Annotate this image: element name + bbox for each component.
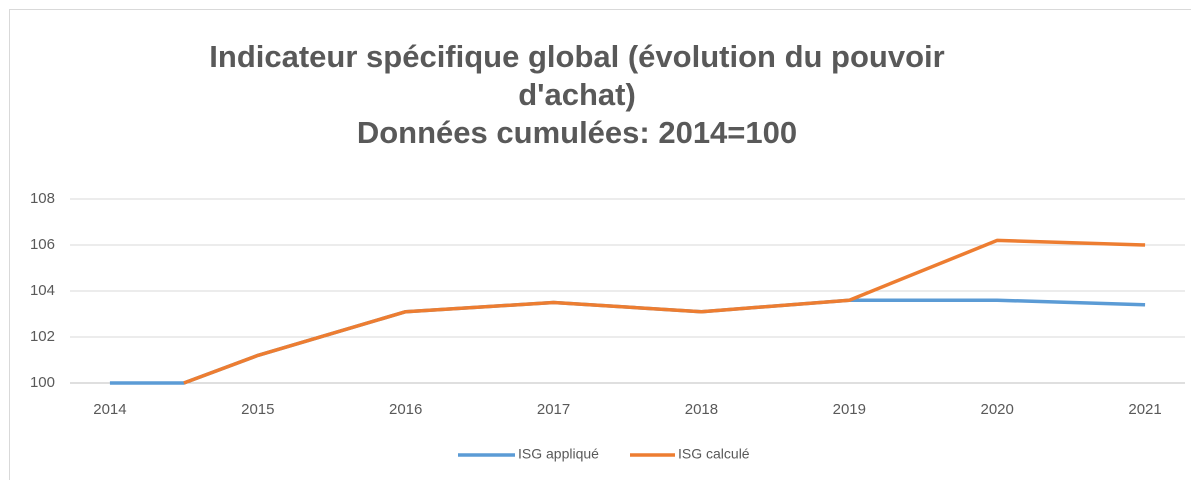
series-line [183, 238, 1146, 385]
y-tick-label: 106 [30, 236, 55, 253]
x-tick-label: 2017 [537, 401, 570, 418]
x-tick-label: 2020 [981, 401, 1014, 418]
chart-border [9, 9, 1191, 480]
x-tick-label: 2021 [1128, 401, 1161, 418]
chart-title: Indicateur spécifique global (évolution … [209, 39, 945, 112]
y-tick-label: 102 [30, 328, 55, 345]
y-tick-label: 104 [30, 282, 55, 299]
y-tick-label: 108 [30, 190, 55, 207]
x-tick-label: 2015 [241, 401, 274, 418]
x-tick-label: 2016 [389, 401, 422, 418]
y-tick-label: 100 [30, 374, 55, 391]
legend-label: ISG calculé [678, 446, 750, 462]
x-tick-label: 2014 [93, 401, 126, 418]
x-tick-label: 2019 [833, 401, 866, 418]
series-line [109, 298, 1146, 385]
chart-title-block: Indicateur spécifique global (évolution … [157, 38, 997, 152]
legend-label: ISG appliqué [518, 446, 599, 462]
x-tick-label: 2018 [685, 401, 718, 418]
chart-subtitle: Données cumulées: 2014=100 [356, 115, 798, 150]
